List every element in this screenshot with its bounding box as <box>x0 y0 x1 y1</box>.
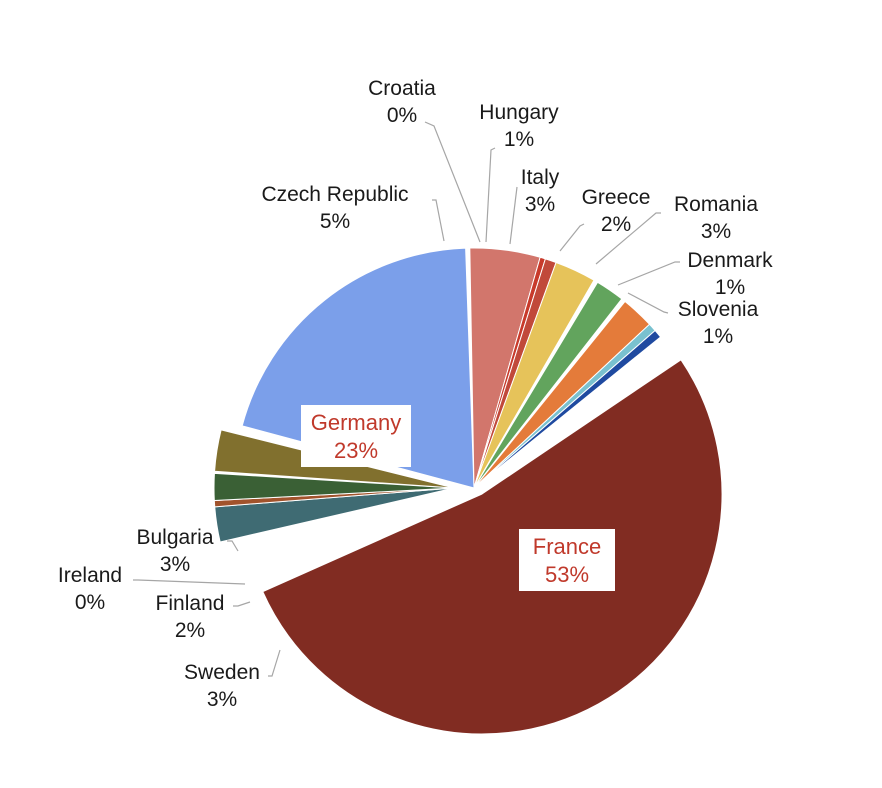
leader-line-croatia <box>424 121 481 243</box>
leader-line-greece <box>559 223 585 252</box>
slice-label-france: France <box>533 534 601 559</box>
leader-lines <box>133 121 680 677</box>
pie-slice-finland <box>213 472 455 502</box>
slice-value-ireland: 0% <box>75 591 105 614</box>
slice-value-finland: 2% <box>175 619 205 642</box>
slice-value-sweden: 3% <box>207 688 237 711</box>
slice-label-finland: Finland <box>156 592 225 615</box>
slice-label-croatia: Croatia <box>368 77 436 100</box>
slice-label-bulgaria: Bulgaria <box>136 526 213 549</box>
slice-value-romania: 3% <box>701 220 731 243</box>
pie-slice-france <box>262 359 723 735</box>
leader-line-italy <box>509 186 518 245</box>
slice-label-slovenia: Slovenia <box>678 298 759 321</box>
pie-slice-italy <box>473 261 595 489</box>
slice-value-slovenia: 1% <box>703 325 733 348</box>
slice-value-denmark: 1% <box>715 276 745 299</box>
slice-value-germany: 23% <box>334 438 378 463</box>
pie-slice-greece <box>473 281 623 489</box>
pie-slice-germany <box>241 247 475 489</box>
slice-value-hungary: 1% <box>504 128 534 151</box>
slice-label-denmark: Denmark <box>687 249 773 272</box>
leader-line-ireland <box>133 579 246 585</box>
leader-line-denmark <box>617 261 680 286</box>
slice-label-greece: Greece <box>582 186 651 209</box>
leader-line-slovenia <box>627 292 669 314</box>
slice-label-germany: Germany <box>311 410 401 435</box>
slice-value-czech-republic: 5% <box>320 210 350 233</box>
slice-label-italy: Italy <box>521 166 560 189</box>
leader-line-czech-republic <box>432 199 445 242</box>
leader-line-sweden <box>268 649 281 677</box>
leader-line-bulgaria <box>227 540 239 552</box>
label-box-france <box>519 529 615 591</box>
slice-label-romania: Romania <box>674 193 758 216</box>
pie-slices <box>213 247 723 735</box>
pie-slice-slovenia <box>473 329 662 489</box>
slice-value-italy: 3% <box>525 193 555 216</box>
slice-value-france: 53% <box>545 562 589 587</box>
slice-label-sweden: Sweden <box>184 661 260 684</box>
leader-line-romania <box>595 212 661 265</box>
slice-labels: Croatia 0% Hungary 1% Italy 3% Greece 2% Romania… <box>58 77 773 711</box>
slice-value-bulgaria: 3% <box>160 553 190 576</box>
leader-line-finland <box>233 601 251 607</box>
leader-line-hungary <box>485 147 496 243</box>
slice-label-hungary: Hungary <box>479 101 559 124</box>
label-box-germany <box>301 405 411 467</box>
slice-value-croatia: 0% <box>387 104 417 127</box>
slice-label-czech-republic: Czech Republic <box>261 183 408 206</box>
slice-value-greece: 2% <box>601 213 631 236</box>
slice-label-ireland: Ireland <box>58 564 122 587</box>
